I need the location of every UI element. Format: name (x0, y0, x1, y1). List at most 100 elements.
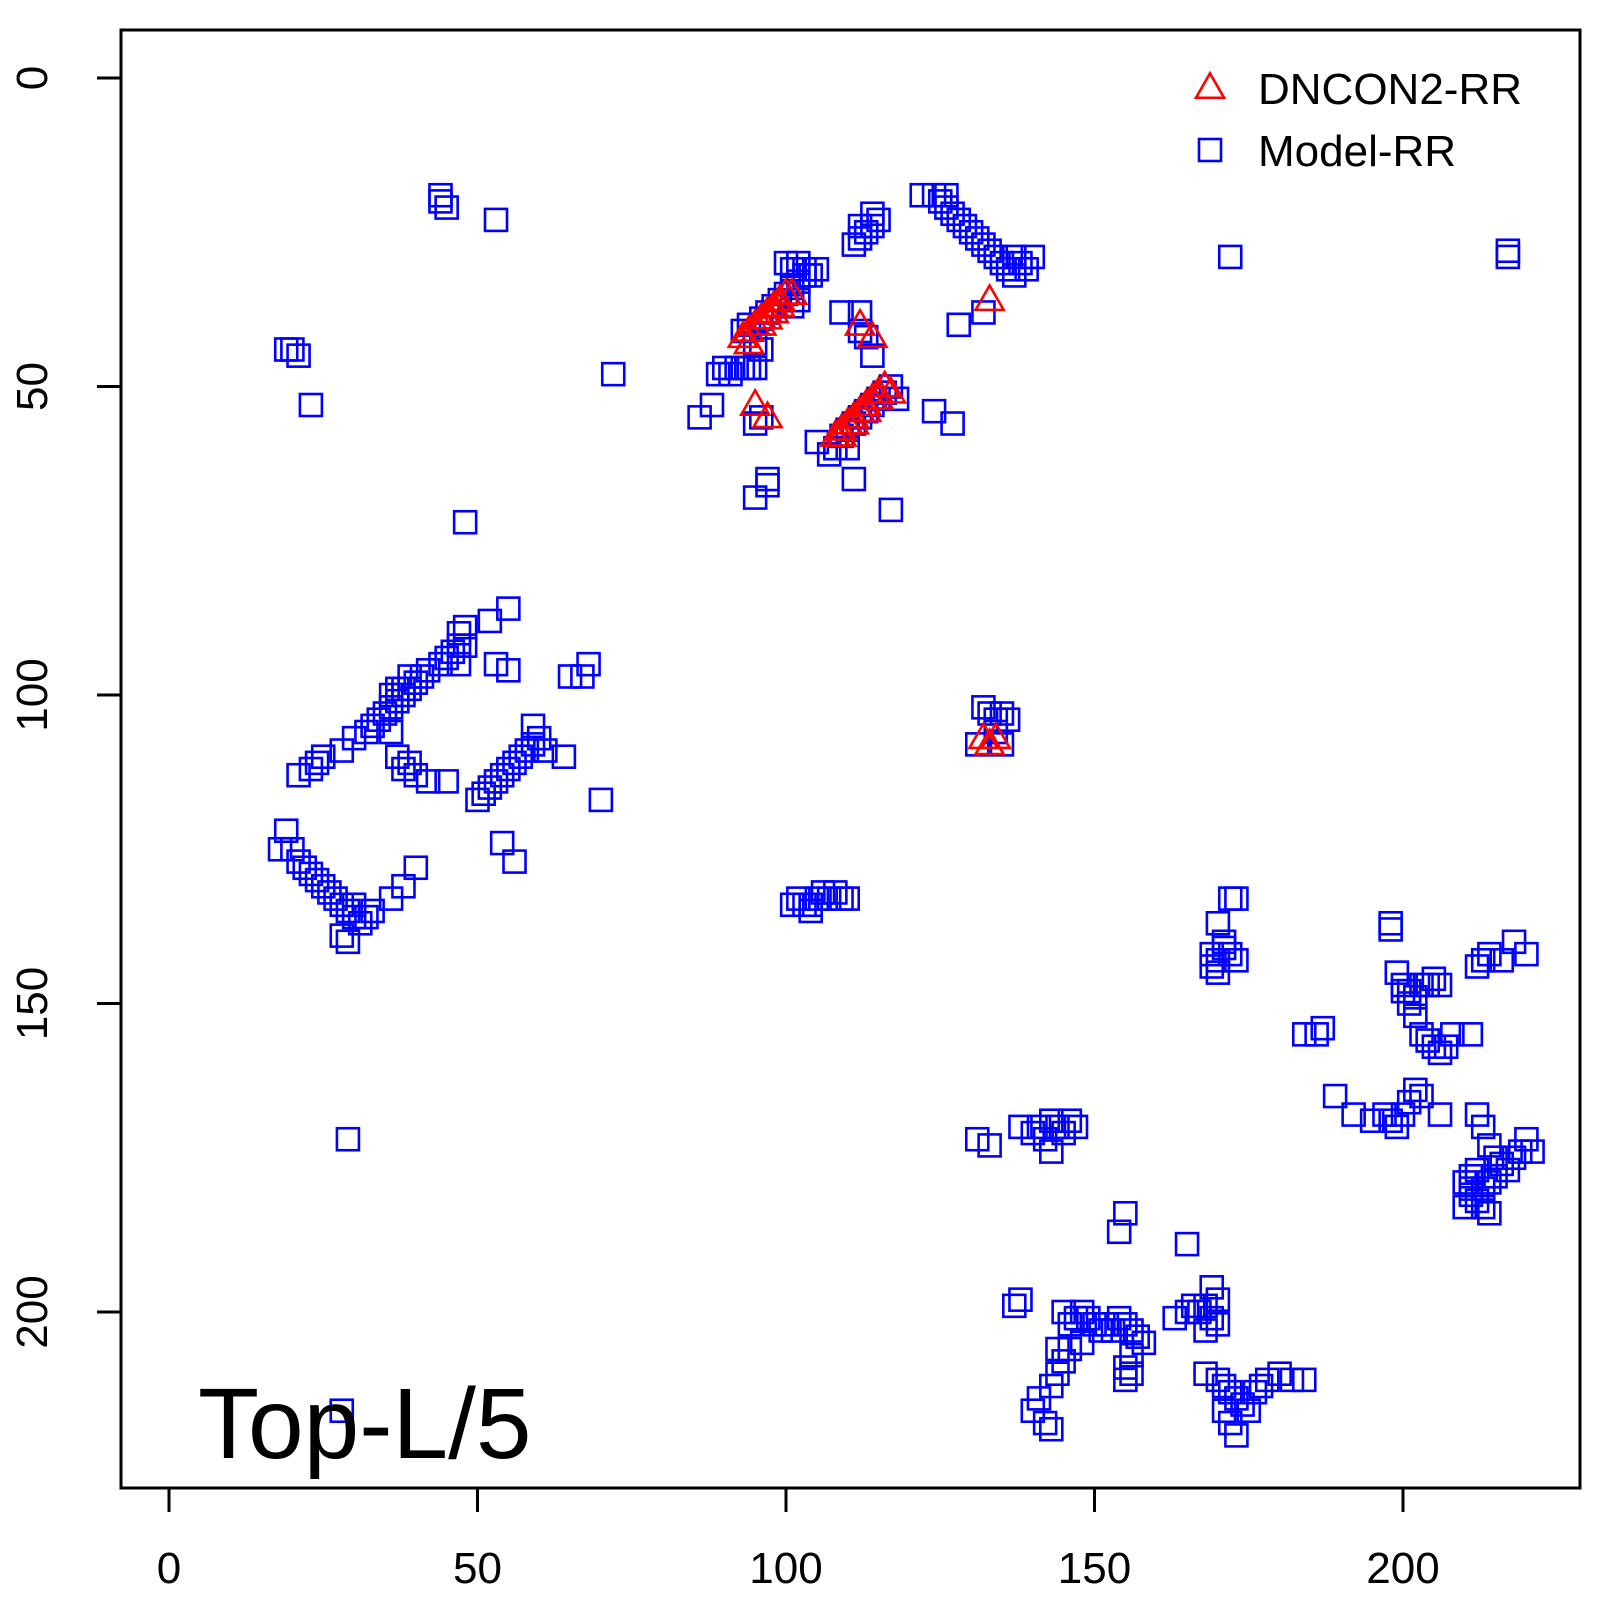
model-rr-point (378, 719, 404, 745)
model-rr-point (1304, 1022, 1329, 1047)
model-rr-point (428, 189, 453, 214)
model-rr-point (1291, 1367, 1317, 1393)
model-rr-point (866, 207, 891, 233)
x-tick-label: 50 (453, 1544, 502, 1593)
model-rr-point (1119, 1361, 1144, 1386)
legend: DNCON2-RR Model-RR (1193, 65, 1522, 176)
model-rr-point (415, 769, 441, 794)
model-rr-point (354, 904, 379, 930)
model-rr-point (971, 300, 996, 325)
model-rr-point (372, 701, 398, 726)
model-rr-point (483, 769, 509, 794)
model-rr-point (1217, 941, 1243, 967)
model-rr-point (1001, 263, 1027, 288)
model-rr-point (1020, 1398, 1046, 1424)
model-rr-point (823, 880, 848, 905)
model-rr-point (298, 392, 324, 418)
model-rr-point (409, 664, 435, 689)
model-rr-point (434, 195, 459, 220)
model-rr-point (1193, 1318, 1218, 1343)
model-rr-point (1131, 1330, 1157, 1356)
model-rr-point (1088, 1318, 1113, 1343)
model-rr-point (1501, 929, 1527, 955)
model-rr-point (292, 855, 318, 881)
model-rr-point (446, 651, 472, 677)
model-rr-point (434, 769, 459, 794)
model-rr-point (1211, 935, 1237, 961)
model-rr-point (1199, 954, 1225, 979)
model-rr-point (1199, 1305, 1225, 1331)
model-rr-point (366, 707, 392, 732)
model-rr-point (1069, 1330, 1095, 1356)
model-rr-point (1199, 941, 1225, 967)
model-rr-point (280, 337, 305, 362)
model-rr-point (1452, 1170, 1477, 1195)
model-rr-point (1248, 1373, 1274, 1399)
model-rr-point (983, 244, 1009, 270)
model-rr-point (1477, 1200, 1502, 1226)
model-rr-point (718, 361, 743, 387)
model-rr-point (1174, 1231, 1200, 1257)
model-rr-point (533, 738, 558, 763)
dncon2-rr-point (973, 282, 1006, 312)
model-rr-point (391, 873, 416, 899)
model-rr-point (489, 762, 515, 788)
model-rr-point (995, 256, 1021, 282)
model-rr-point (946, 312, 972, 338)
model-rr-point (829, 300, 854, 325)
model-rr-point (1106, 1305, 1132, 1331)
plot-area (267, 182, 1545, 1448)
model-rr-point (1045, 1336, 1070, 1362)
model-rr-point (1483, 1145, 1508, 1171)
model-rr-point (909, 182, 935, 208)
model-rr-point (940, 411, 965, 436)
model-rr-point (1113, 1367, 1138, 1393)
dncon2-rr-point (732, 326, 766, 355)
model-rr-point (483, 207, 509, 233)
model-rr-point (742, 411, 768, 436)
model-rr-point (742, 355, 768, 381)
model-rr-point (1230, 1392, 1255, 1417)
model-rr-point (1045, 1361, 1070, 1386)
model-rr-point (934, 182, 959, 208)
model-rr-point (1205, 1367, 1231, 1393)
model-rr-point (804, 886, 830, 911)
model-rr-point (1427, 1102, 1453, 1127)
model-rr-point (452, 633, 478, 658)
model-rr-point (1119, 1342, 1144, 1368)
model-rr-point (1242, 1379, 1268, 1405)
model-rr-point (989, 701, 1015, 726)
model-rr-point (354, 719, 379, 745)
model-rr-point (964, 1126, 990, 1152)
model-rr-point (1076, 1305, 1101, 1331)
model-rr-point (1205, 948, 1231, 973)
model-rr-point (773, 250, 799, 276)
model-rr-point (465, 787, 490, 813)
model-rr-point (1279, 1367, 1305, 1393)
model-rr-point (557, 664, 583, 689)
model-rr-point (1051, 1349, 1076, 1374)
model-rr-point (520, 732, 546, 757)
model-rr-point (971, 695, 996, 720)
model-rr-point (711, 355, 737, 381)
model-rr-point (428, 182, 453, 208)
model-rr-point (1236, 1398, 1262, 1424)
model-rr-point (286, 762, 311, 788)
dncon2-rr-point (751, 400, 784, 429)
model-rr-point (1001, 1293, 1027, 1319)
model-rr-point (1051, 1120, 1076, 1146)
model-rr-point (927, 189, 953, 214)
model-rr-point (1001, 244, 1027, 270)
model-rr-point (1464, 1188, 1490, 1214)
dncon2-rr-point (979, 720, 1013, 750)
model-rr-point (1372, 1102, 1397, 1127)
model-rr-point (1415, 972, 1440, 998)
model-rr-point (489, 830, 515, 856)
y-tick-label: 150 (8, 967, 57, 1040)
model-rr-point (1403, 985, 1428, 1010)
model-rr-point (1113, 1312, 1138, 1337)
model-rr-point (1483, 1163, 1508, 1189)
model-rr-point (1051, 1299, 1076, 1325)
model-rr-point (1440, 1022, 1465, 1047)
y-tick-label: 100 (8, 658, 57, 731)
